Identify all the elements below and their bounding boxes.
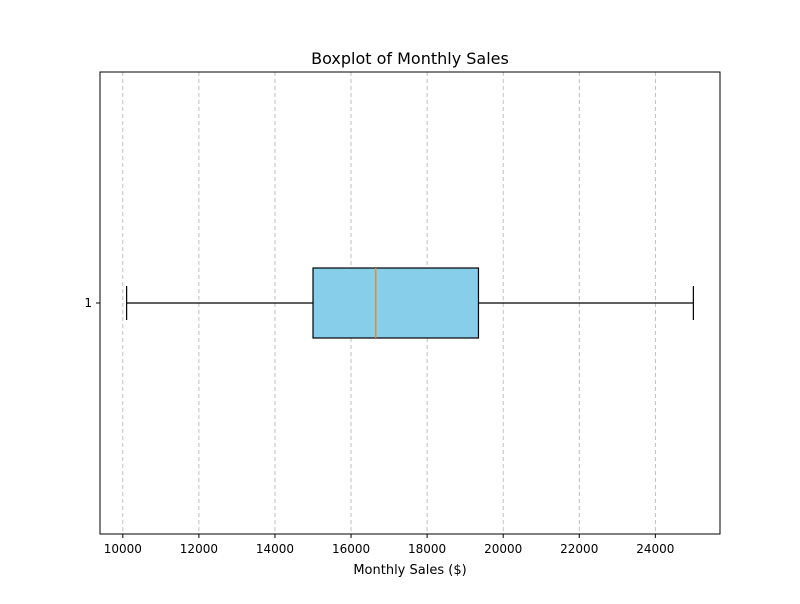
x-axis-label: Monthly Sales ($) [353, 563, 466, 578]
x-tick-label: 16000 [332, 542, 370, 556]
y-axis-ticks: 1 [84, 296, 100, 310]
x-tick-label: 10000 [104, 542, 142, 556]
x-tick-label: 18000 [408, 542, 446, 556]
y-tick-label: 1 [84, 296, 92, 310]
chart-title: Boxplot of Monthly Sales [311, 49, 509, 68]
x-tick-label: 22000 [560, 542, 598, 556]
box-group [126, 267, 694, 339]
x-tick-label: 14000 [256, 542, 294, 556]
x-axis-ticks: 10000 12000 14000 16000 18000 20000 22000 24000 [104, 534, 674, 556]
x-tick-label: 12000 [180, 542, 218, 556]
x-tick-label: 20000 [484, 542, 522, 556]
x-tick-label: 24000 [636, 542, 674, 556]
iqr-box [312, 267, 480, 339]
